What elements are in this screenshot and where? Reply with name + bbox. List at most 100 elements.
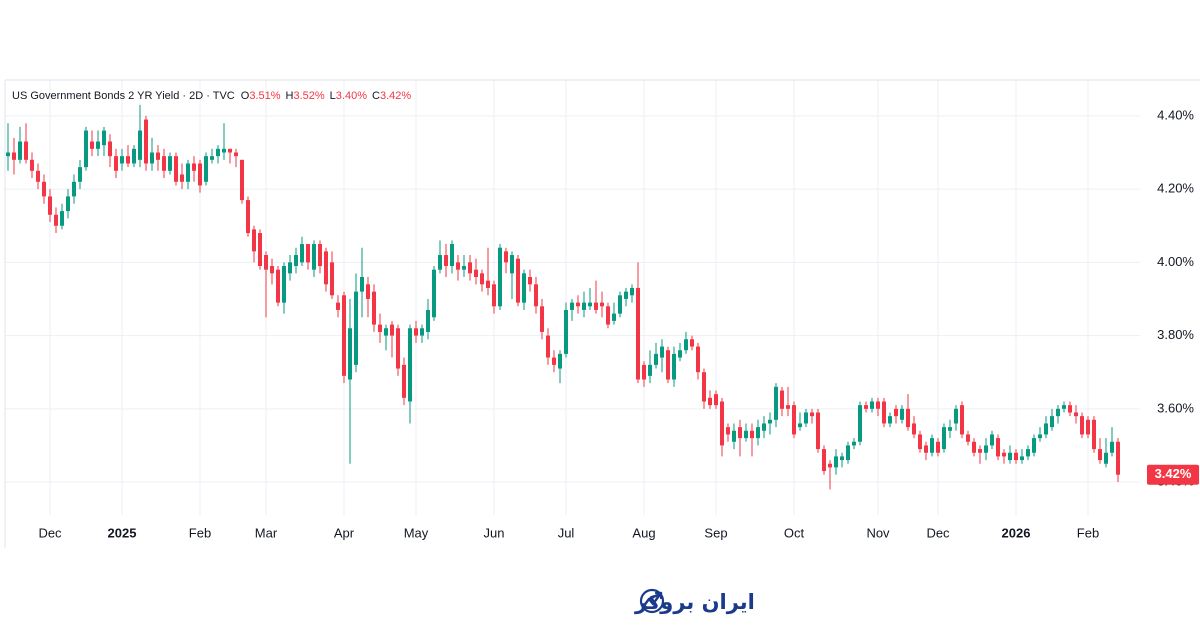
candle-body (1050, 416, 1054, 428)
candle-body (1062, 405, 1066, 409)
candle-body (372, 291, 376, 325)
candle-body (222, 148, 226, 153)
candle-body (480, 273, 484, 285)
candle-body (1080, 416, 1084, 435)
candle-body (66, 196, 70, 212)
legend-key: C (372, 90, 380, 102)
candle-body (996, 438, 1000, 457)
axes: 3.40%3.60%3.80%4.00%4.20%4.40%Dec2025Feb… (38, 107, 1199, 540)
candle-body (660, 346, 664, 358)
candle-body (162, 156, 166, 171)
candle-body (18, 141, 22, 160)
brand-icon-arrow (641, 591, 663, 609)
candle-body (216, 148, 220, 157)
candle-body (1008, 452, 1012, 461)
candle-body (114, 156, 118, 171)
candle-body (144, 119, 148, 164)
candle-body (846, 445, 850, 461)
candle-body (294, 255, 298, 267)
candle-body (1074, 412, 1078, 417)
candle-body (768, 419, 772, 424)
candle-body (1098, 449, 1102, 461)
candle-body (396, 328, 400, 369)
candle-body (186, 163, 190, 182)
candle-body (558, 353, 562, 369)
candle-body (864, 405, 868, 409)
x-tick-label: Dec (38, 525, 62, 540)
legend-value: 3.51% (249, 90, 280, 102)
candle-body (858, 405, 862, 442)
candle-body (936, 441, 940, 453)
candle-body (324, 251, 328, 285)
legend-value: 3.40% (336, 90, 367, 102)
candle-body (690, 339, 694, 347)
x-tick-label: Aug (632, 525, 655, 540)
candle-body (384, 328, 388, 336)
candle-body (774, 386, 778, 420)
candle-body (54, 214, 58, 226)
y-tick-label: 4.00% (1157, 254, 1194, 269)
candle-body (1002, 452, 1006, 457)
candle-body (888, 416, 892, 424)
candle-body (1116, 441, 1120, 475)
candle-body (438, 255, 442, 270)
candle-body (132, 148, 136, 164)
candle-body (810, 412, 814, 417)
y-tick-label: 3.80% (1157, 327, 1194, 342)
candle-body (444, 255, 448, 267)
x-tick-label: Apr (334, 525, 355, 540)
candle-body (420, 328, 424, 336)
candle-body (1086, 419, 1090, 435)
candle-body (756, 427, 760, 439)
candle-body (882, 401, 886, 424)
candle-body (312, 244, 316, 270)
x-tick-label: Jul (558, 525, 575, 540)
candle-body (1056, 408, 1060, 417)
chart-title: US Government Bonds 2 YR Yield · 2D · TV… (12, 90, 235, 102)
candle-body (156, 152, 160, 160)
legend-key: O (241, 90, 250, 102)
candle-body (606, 306, 610, 325)
candle-body (1044, 423, 1048, 435)
candle-body (924, 445, 928, 453)
candle-body (282, 266, 286, 303)
candle-body (1068, 405, 1072, 413)
candle-body (648, 364, 652, 376)
candle-body (330, 262, 334, 296)
candle-body (24, 141, 28, 160)
candle-body (126, 156, 130, 164)
candle-body (174, 156, 178, 182)
candle-body (714, 394, 718, 406)
candle-body (528, 276, 532, 285)
candle-body (582, 302, 586, 310)
candle-body (210, 156, 214, 160)
legend-value: 3.42% (380, 90, 411, 102)
candle-body (504, 251, 508, 263)
candle-body (798, 423, 802, 428)
candle-body (618, 295, 622, 314)
candle-body (540, 306, 544, 332)
candle-body (828, 463, 832, 468)
candle-body (48, 196, 52, 215)
candle-body (876, 401, 880, 409)
x-tick-label: Mar (255, 525, 278, 540)
candle-body (402, 364, 406, 398)
candle-body (90, 141, 94, 149)
x-tick-label: 2026 (1002, 525, 1031, 540)
candle-body (750, 430, 754, 439)
candle-body (84, 130, 88, 168)
candle-body (390, 324, 394, 336)
candle-body (972, 441, 976, 453)
candle-body (780, 390, 784, 409)
candle-body (192, 163, 196, 171)
chart-header: US Government Bonds 2 YR Yield · 2D · TV… (12, 90, 411, 102)
candle-body (624, 291, 628, 299)
candle-body (168, 156, 172, 171)
candle-body (120, 156, 124, 164)
candle-body (198, 163, 202, 186)
y-tick-label: 4.20% (1157, 181, 1194, 196)
candle-body (600, 302, 604, 307)
candle-body (708, 397, 712, 406)
x-tick-label: May (404, 525, 429, 540)
